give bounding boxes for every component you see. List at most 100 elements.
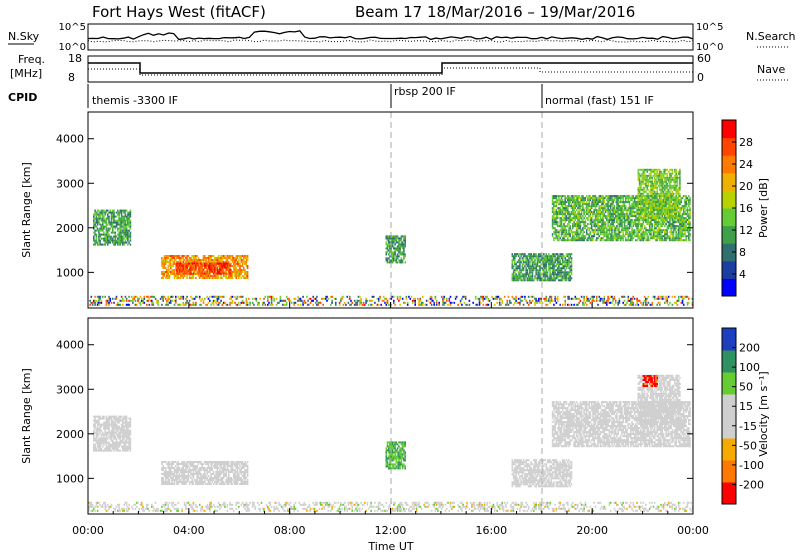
scatter-cell [168,265,171,267]
scatter-cell [607,223,609,226]
scatter-cell [569,197,572,200]
scatter-cell [176,268,178,271]
scatter-cell [103,221,105,224]
scatter-cell [96,217,99,220]
scatter-cell [664,186,666,189]
scatter-cell [256,303,259,306]
scatter-cell [617,231,619,234]
scatter-cell [243,257,245,259]
scatter-cell [664,202,666,205]
scatter-cell [404,241,406,244]
scatter-cell [514,269,516,272]
scatter-cell [210,303,212,306]
scatter-cell [565,229,568,232]
scatter-cell [551,235,554,238]
scatter-cell [553,201,555,204]
scatter-cell [685,225,687,228]
scatter-cell [617,229,619,232]
scatter-cell [642,186,645,189]
scatter-cell [655,196,657,199]
scatter-cell [95,221,98,224]
scatter-cell [638,168,641,171]
scatter-cell [604,233,607,236]
scatter-cell [401,245,404,248]
scatter-cell [209,259,211,261]
scatter-cell [669,168,671,171]
scatter-cell [395,247,398,250]
scatter-cell [650,231,652,234]
scatter-cell [163,271,166,273]
scatter-cell [671,196,674,199]
scatter-cell [676,190,679,193]
scatter-cell [648,206,651,209]
scatter-cell [618,229,621,232]
scatter-cell [679,206,681,209]
scatter-cell [350,303,352,306]
scatter-cell [647,178,650,181]
scatter-cell [227,267,230,269]
scatter-cell [163,265,166,267]
freq-left-tick-top: 18 [68,52,82,65]
scatter-cell [529,275,531,278]
scatter-cell [459,301,462,304]
scatter-cell [567,265,569,268]
scatter-cell [672,237,675,240]
scatter-cell [169,271,172,273]
scatter-cell [652,170,655,173]
scatter-cell [640,227,642,230]
scatter-cell [111,297,114,300]
scatter-cell [541,261,544,264]
scatter-cell [221,259,224,261]
scatter-cell [96,295,99,298]
scatter-cell [572,195,574,198]
scatter-cell [459,299,462,302]
scatter-cell [651,229,653,232]
scatter-cell [637,192,640,195]
scatter-cell [219,295,221,298]
scatter-cell [664,225,666,228]
scatter-cell [188,261,191,263]
scatter-cell [399,295,401,298]
scatter-cell [643,178,646,181]
scatter-cell [603,227,606,230]
scatter-cell [198,295,201,298]
scatter-cell [424,303,427,306]
freq-label-line1: Freq. [18,53,45,66]
scatter-cell [641,203,643,206]
scatter-cell [139,303,142,306]
scatter-cell [660,184,662,187]
scatter-cell [127,243,129,246]
scatter-cell [127,213,129,216]
scatter-cell [101,221,104,224]
scatter-cell [636,197,638,200]
scatter-cell [613,229,616,232]
scatter-cell [105,231,108,234]
scatter-cell [390,297,393,300]
scatter-cell [225,257,227,259]
scatter-cell [544,279,546,282]
scatter-cell [435,299,438,302]
scatter-cell [217,303,220,306]
scatter-cell [638,195,641,198]
scatter-cell [245,301,248,304]
scatter-cell [656,221,658,224]
scatter-cell [589,231,592,234]
scatter-cell [419,297,422,300]
scatter-cell [556,235,559,238]
scatter-cell [186,264,188,267]
scatter-cell [297,303,299,306]
scatter-cell [565,217,568,220]
scatter-cell [188,277,191,279]
scatter-cell [93,217,95,220]
scatter-cell [650,199,652,202]
scatter-cell [574,195,577,198]
scatter-cell [609,197,612,200]
scatter-cell [608,197,611,200]
scatter-cell [163,261,166,263]
scatter-cell [669,239,671,242]
scatter-cell [672,188,675,191]
scatter-cell [541,257,544,260]
scatter-cell [120,295,123,298]
scatter-cell [577,197,579,200]
scatter-cell [565,261,568,264]
